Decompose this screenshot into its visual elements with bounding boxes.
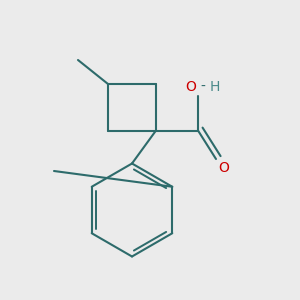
Text: O: O [218, 161, 229, 175]
Text: -: - [200, 80, 205, 94]
Text: O: O [185, 80, 196, 94]
Text: H: H [209, 80, 220, 94]
